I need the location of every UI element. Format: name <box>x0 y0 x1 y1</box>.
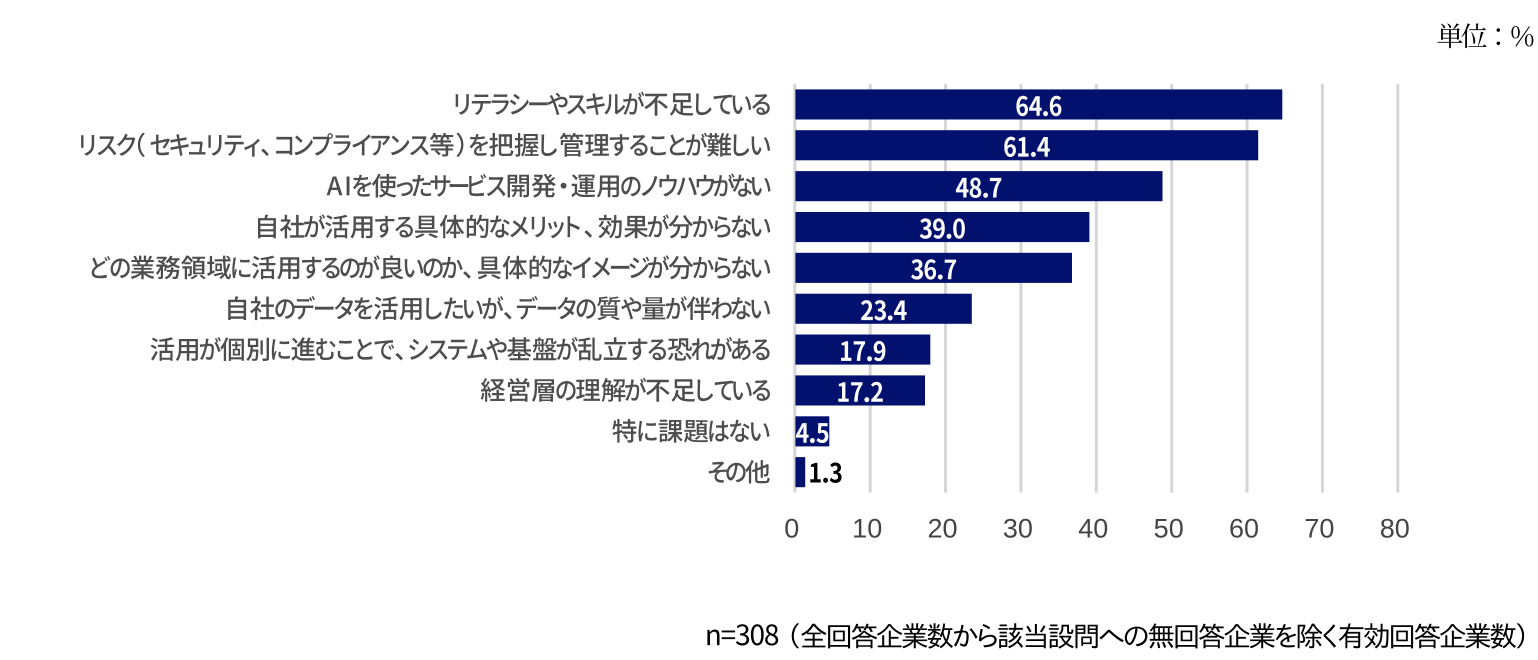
svg-text:70: 70 <box>1304 513 1334 543</box>
svg-text:20: 20 <box>927 513 957 543</box>
svg-text:40: 40 <box>1078 513 1108 543</box>
svg-text:60: 60 <box>1229 513 1259 543</box>
svg-text:0: 0 <box>784 513 799 543</box>
svg-text:50: 50 <box>1154 513 1184 543</box>
svg-text:10: 10 <box>852 513 882 543</box>
svg-text:80: 80 <box>1380 513 1410 543</box>
svg-text:30: 30 <box>1003 513 1033 543</box>
